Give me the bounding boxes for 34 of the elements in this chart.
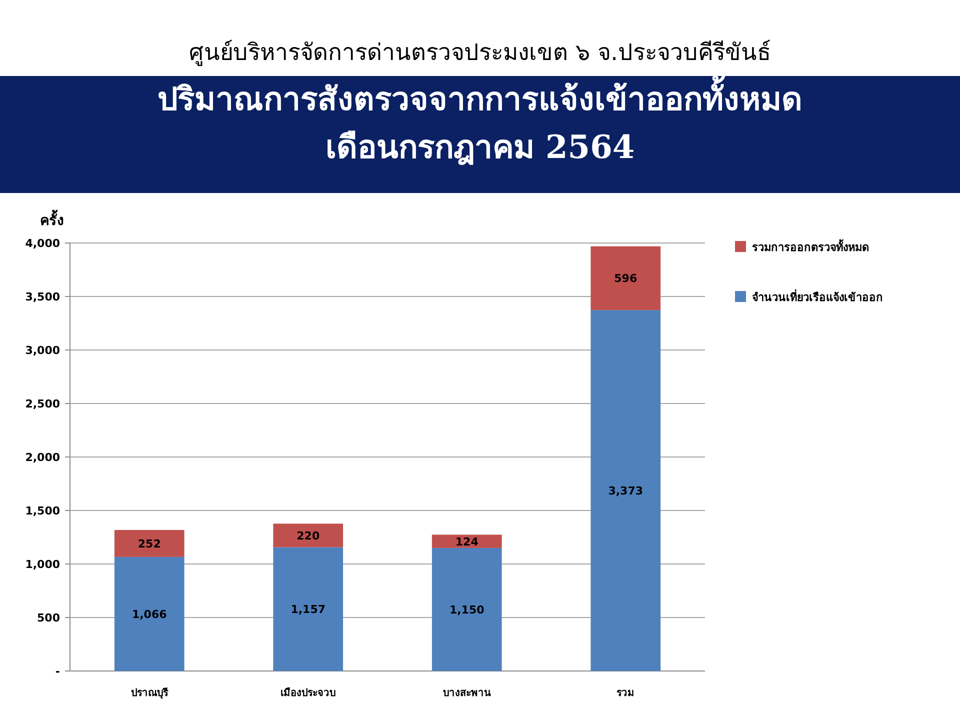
y-tick-label: 500 [37, 612, 60, 624]
bar [273, 547, 344, 671]
bar [432, 548, 502, 671]
x-tick-label: เมืองประจวบ [280, 687, 336, 699]
data-label: 1,157 [290, 603, 326, 616]
y-tick-label: 1,000 [25, 558, 60, 571]
data-label: 3,373 [608, 484, 644, 498]
chart-title: ปริมาณการสังตรวจจากการแจ้งเข้าออกทั้งหมด เดือนกรกฎาคม 2564 [158, 75, 802, 166]
bar [273, 524, 344, 548]
legend-label: จำนวนเที่ยวเรือแจ้งเข้าออก [752, 289, 883, 304]
y-tick-label: - [55, 665, 60, 678]
bar [114, 556, 184, 671]
data-label: 1,066 [132, 608, 168, 621]
legend-label: รวมการออกตรวจทั้งหมด [752, 239, 869, 254]
data-label: 252 [138, 537, 161, 550]
data-label: 596 [614, 272, 638, 286]
x-tick-label: บางสะพาน [442, 688, 491, 699]
bar [114, 530, 184, 557]
y-tick-label: 2,000 [25, 451, 60, 464]
y-tick-label: 2,500 [25, 398, 60, 410]
y-tick-label: 3,500 [25, 290, 60, 304]
bar [432, 534, 502, 548]
y-tick-label: 1,500 [25, 504, 60, 518]
data-label: 1,150 [449, 603, 485, 616]
y-tick-label: 4,000 [25, 237, 60, 250]
x-tick-label: รวม [616, 688, 635, 699]
bar [590, 246, 661, 310]
y-axis-title: ครั้ง [40, 209, 64, 229]
data-label: 124 [455, 535, 479, 548]
bar [590, 310, 661, 671]
y-tick-label: 3,000 [25, 344, 60, 357]
chart-subtitle: ศูนย์บริหารจัดการด่านตรวจประมงเขต ๖ จ.ประจวบคีรีขันธ์ [189, 39, 771, 66]
x-tick-label: ปราณบุรี [130, 687, 169, 699]
data-label: 220 [296, 529, 320, 542]
